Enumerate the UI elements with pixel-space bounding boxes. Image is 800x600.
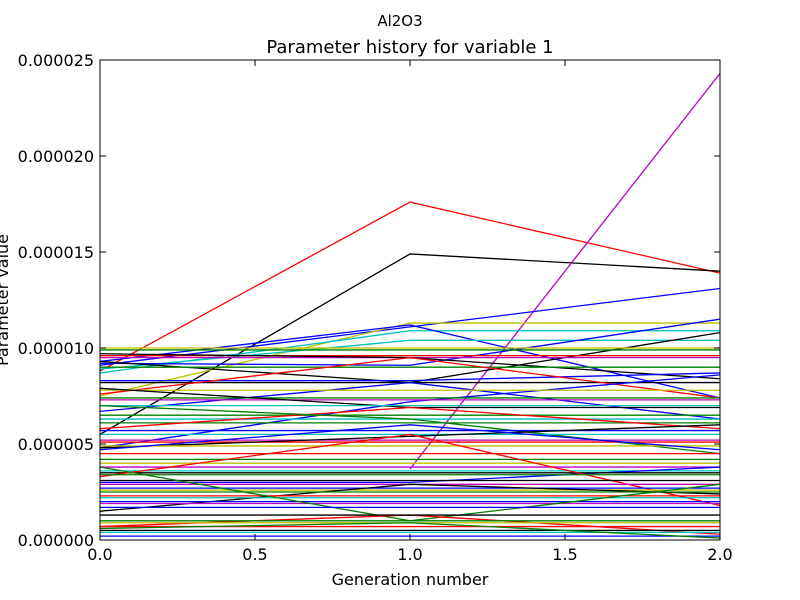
ticks-layer: 0.0 0.5 1.0 1.5 2.0 0.000000 0.000005 0.000010 0… xyxy=(18,51,733,564)
y-tick-label-3: 0.000015 xyxy=(18,243,94,262)
series-line-68 xyxy=(100,522,720,539)
y-tick-label-4: 0.000020 xyxy=(18,147,94,166)
x-axis-label: Generation number xyxy=(332,570,489,589)
chart-suptitle: Al2O3 xyxy=(377,12,422,30)
series-line-8 xyxy=(100,339,720,370)
x-tick-label-3: 1.5 xyxy=(552,545,577,564)
series-line-36 xyxy=(100,424,720,449)
series-line-1 xyxy=(100,201,720,372)
series-line-17 xyxy=(100,372,720,382)
y-tick-label-5: 0.000025 xyxy=(18,51,94,70)
x-tick-label-4: 2.0 xyxy=(707,545,732,564)
series-line-4 xyxy=(100,287,720,366)
y-tick-label-1: 0.000005 xyxy=(18,435,94,454)
chart-title: Parameter history for variable 1 xyxy=(266,37,553,58)
series-line-46 xyxy=(100,433,720,507)
x-tick-label-1: 0.5 xyxy=(242,545,267,564)
series-line-21 xyxy=(100,374,720,449)
x-tick-label-0: 0.0 xyxy=(87,545,112,564)
series-line-2 xyxy=(100,253,720,435)
y-axis-label: Parameter value xyxy=(0,234,12,366)
x-tick-label-2: 1.0 xyxy=(397,545,422,564)
y-tick-label-2: 0.000010 xyxy=(18,339,94,358)
series-line-9 xyxy=(100,318,720,366)
series-line-38 xyxy=(100,424,720,451)
series-line-30 xyxy=(100,406,720,430)
series-line-5 xyxy=(100,322,720,397)
series-line-3 xyxy=(409,73,720,470)
series-layer xyxy=(100,73,720,539)
y-tick-label-0: 0.000000 xyxy=(18,531,94,550)
